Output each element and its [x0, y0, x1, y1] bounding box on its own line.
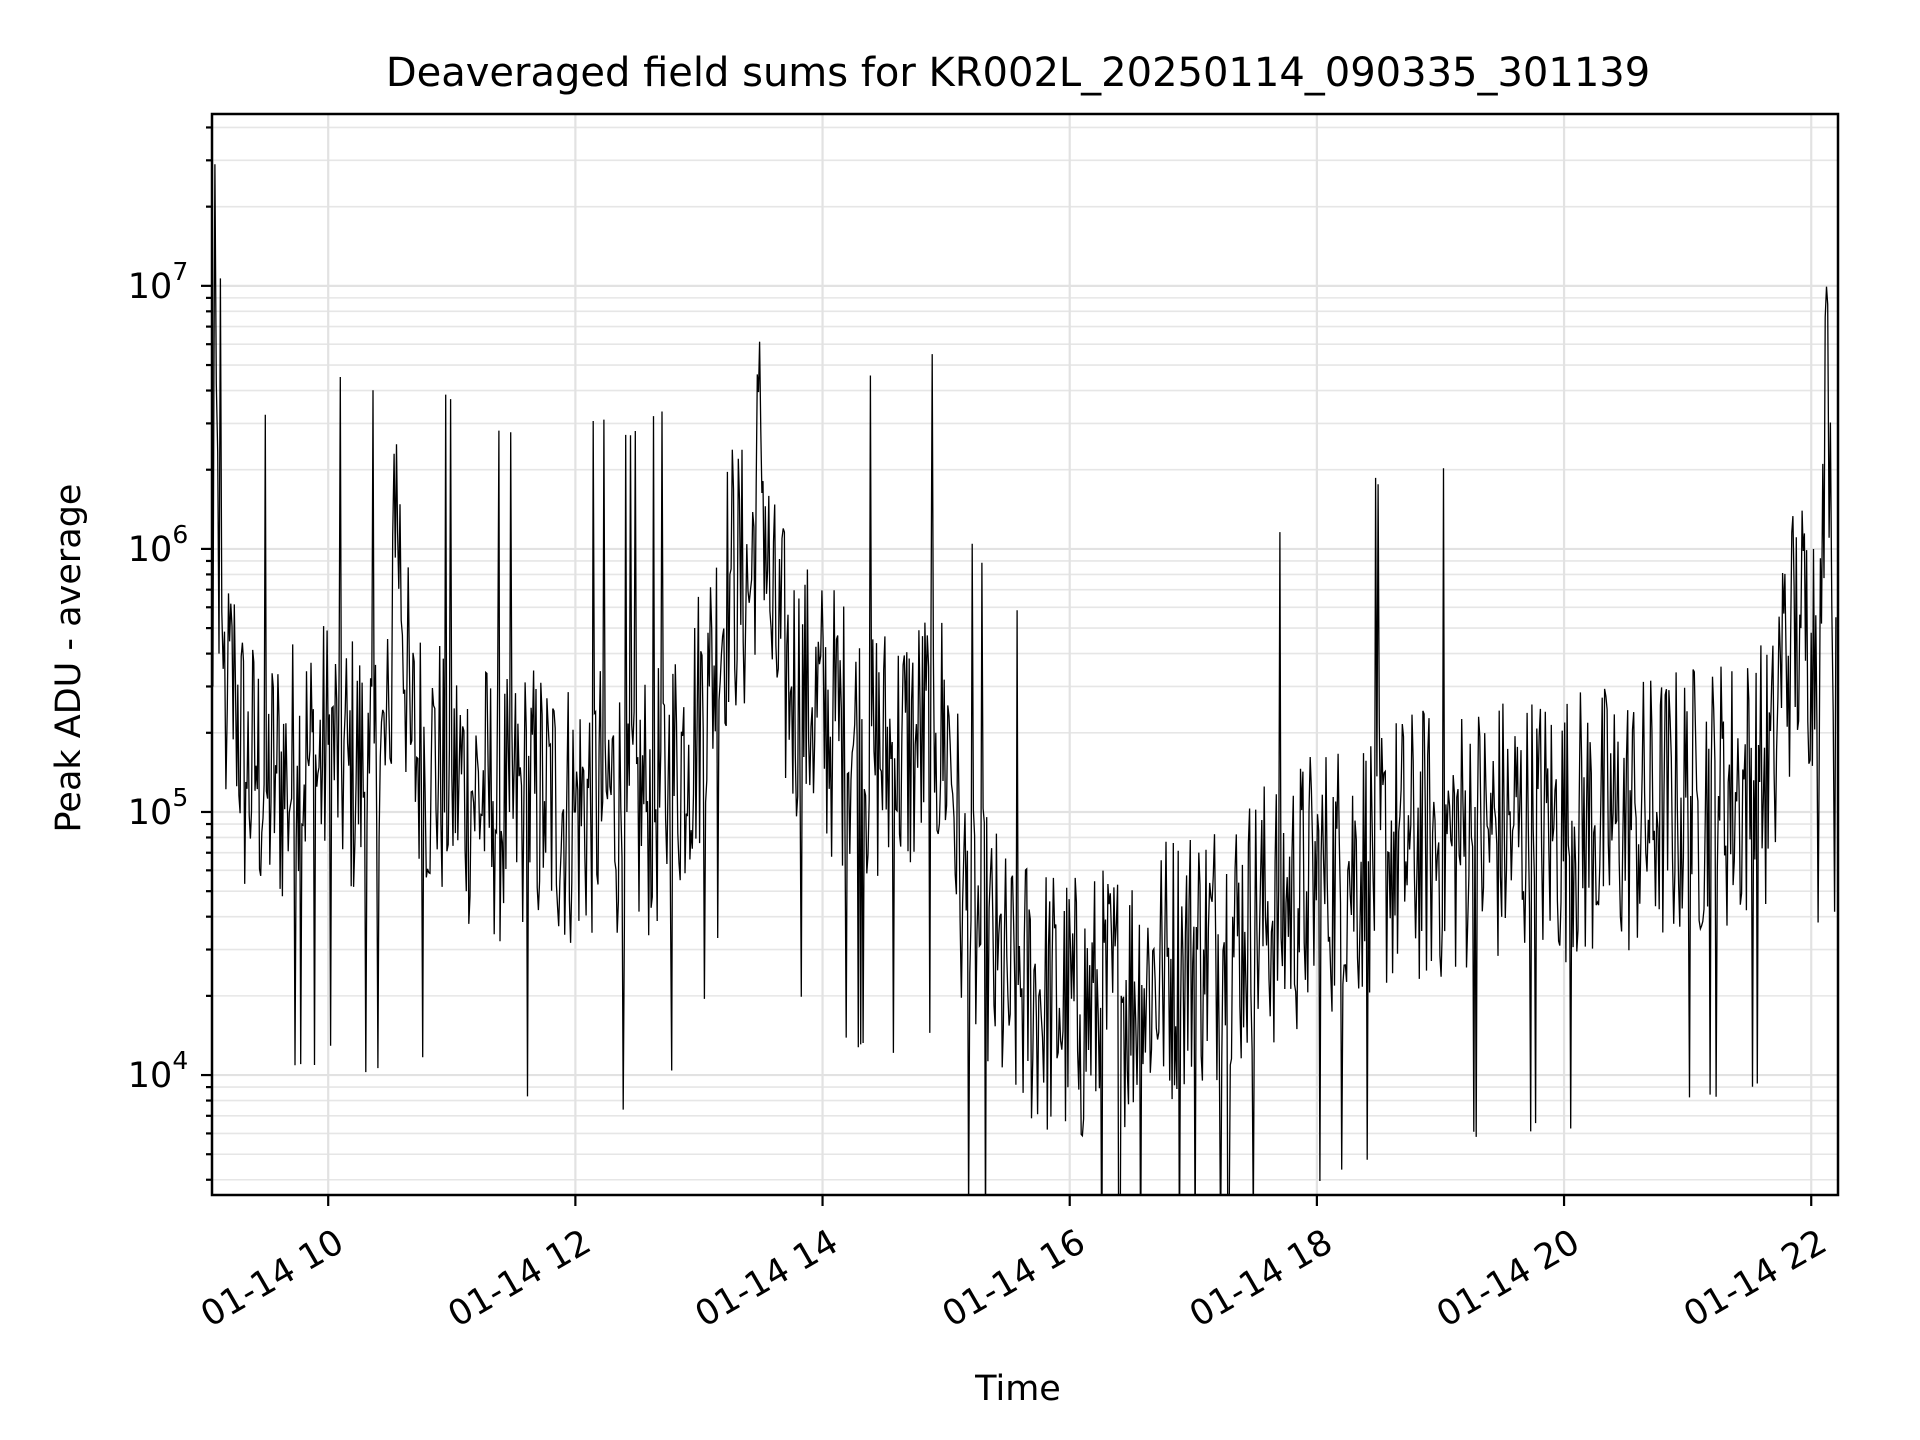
x-axis-ticks: 01-14 10 01-14 12 01-14 14 01-14 16 01-14 18… [194, 1195, 1834, 1335]
x-tick-label: 01-14 18 [1183, 1222, 1339, 1335]
series-layer [212, 164, 1837, 1195]
chart-title: Deaveraged field sums for KR002L_2025011… [386, 50, 1650, 96]
x-tick-label: 01-14 22 [1677, 1222, 1833, 1335]
y-tick-label: 106 [128, 520, 188, 570]
x-tick-label: 01-14 10 [194, 1222, 350, 1335]
y-axis-ticks: 104 105 106 107 [128, 126, 212, 1181]
x-tick-label: 01-14 14 [689, 1222, 845, 1335]
y-axis-label: Peak ADU - average [49, 484, 89, 833]
y-tick-label: 107 [128, 257, 188, 307]
y-tick-exponent: 5 [172, 783, 188, 812]
x-tick-label: 01-14 20 [1430, 1222, 1586, 1335]
y-tick-exponent: 4 [172, 1046, 188, 1075]
y-tick-exponent: 7 [172, 257, 188, 286]
x-axis-label: Time [974, 1369, 1061, 1409]
y-tick-label: 105 [128, 783, 188, 833]
plot-frame [210, 112, 1840, 1197]
y-tick-exponent: 6 [172, 520, 188, 549]
series-line [212, 164, 1837, 1195]
x-tick-label: 01-14 16 [936, 1222, 1092, 1335]
y-tick-label: 104 [128, 1046, 188, 1096]
x-tick-label: 01-14 12 [442, 1222, 598, 1335]
gridlines [212, 114, 1838, 1195]
